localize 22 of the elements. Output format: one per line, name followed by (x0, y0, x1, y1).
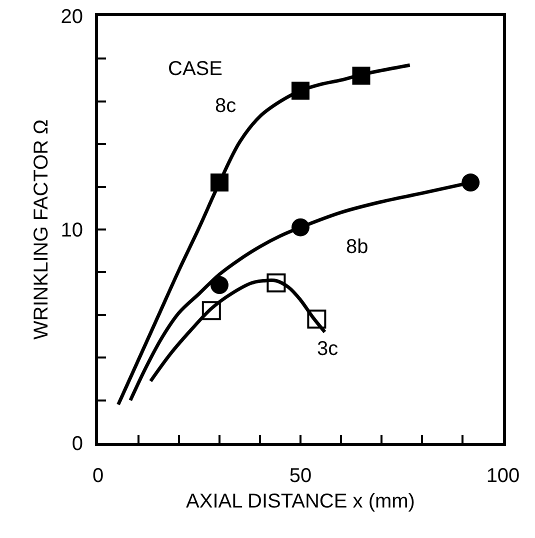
x-tick-label: 0 (92, 465, 104, 487)
point (307, 310, 326, 329)
x-axis-title: AXIAL DISTANCE x (mm) (186, 490, 415, 512)
y-axis-title: WRINKLING FACTOR Ω (30, 119, 52, 340)
y-tick-label: 20 (60, 6, 83, 28)
annotation: CASE (168, 58, 222, 80)
point (292, 82, 310, 100)
point (352, 66, 370, 85)
y-tick-label: 0 (72, 433, 83, 455)
point (210, 174, 228, 192)
annotation: 3c (317, 338, 338, 360)
annotation: 8c (215, 95, 236, 117)
point (202, 301, 221, 320)
y-tick-label: 10 (60, 220, 83, 242)
point (210, 276, 228, 294)
point (462, 174, 480, 192)
line-series (116, 63, 412, 406)
point (266, 273, 286, 292)
point (292, 218, 310, 236)
x-tick-label: 100 (486, 465, 520, 487)
x-tick-label: 50 (289, 465, 312, 487)
annotation: 8b (346, 236, 368, 258)
